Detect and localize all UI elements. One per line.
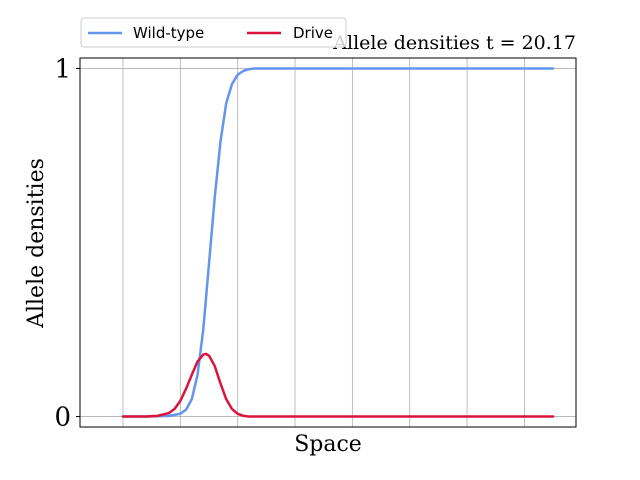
legend-label-drive: Drive (293, 24, 333, 42)
x-axis-label: Space (294, 432, 362, 457)
legend: Wild-type Drive (81, 18, 346, 47)
chart-title: Allele densities t = 20.17 (332, 32, 576, 54)
legend-label-wild-type: Wild-type (133, 24, 204, 42)
y-axis-label: Allele densities (24, 158, 49, 329)
y-tick-label-1: 1 (54, 54, 71, 84)
y-tick-label-0: 0 (54, 403, 71, 433)
